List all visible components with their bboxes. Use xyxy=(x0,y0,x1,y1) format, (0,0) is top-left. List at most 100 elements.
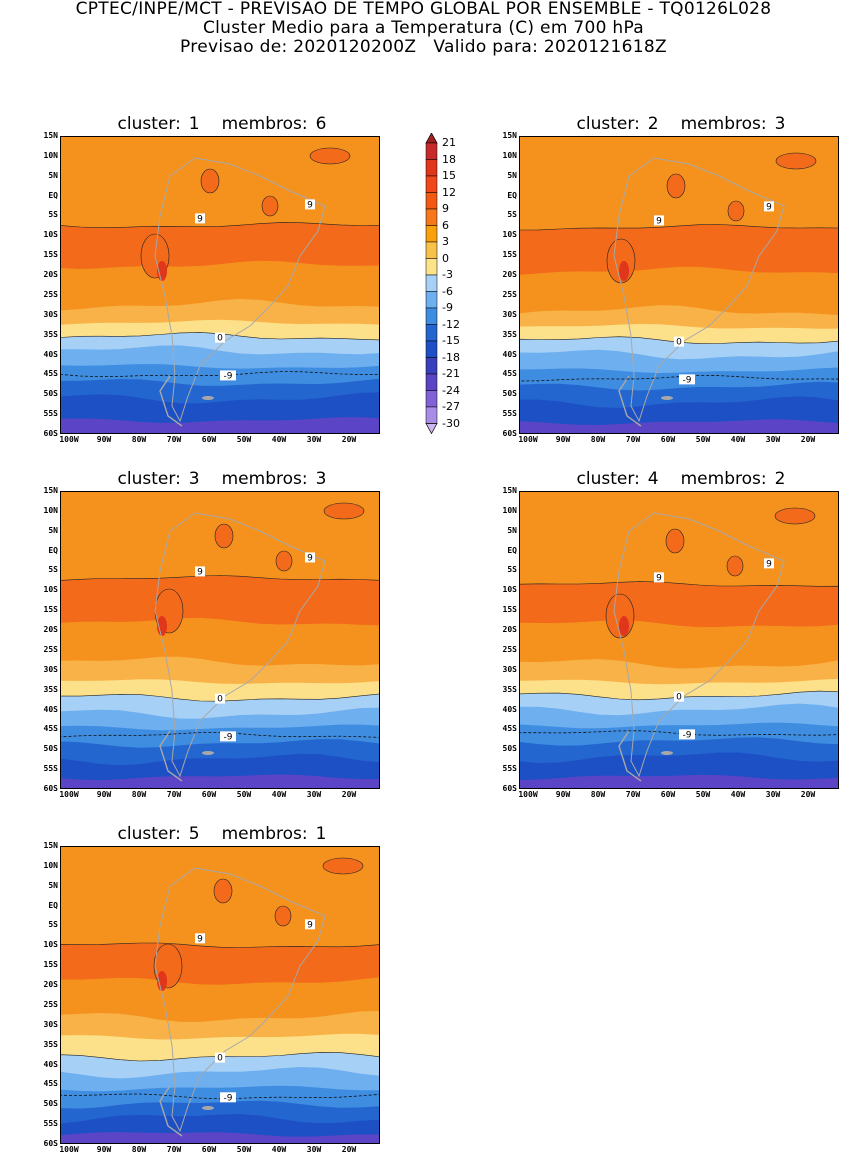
svg-text:-9: -9 xyxy=(224,371,233,381)
svg-text:9: 9 xyxy=(656,216,662,226)
lat-label: 60S xyxy=(502,429,517,438)
lat-label: 10N xyxy=(43,860,58,870)
lat-label: 5N xyxy=(507,525,517,535)
colorbar-label: 15 xyxy=(442,169,456,182)
svg-text:-9: -9 xyxy=(683,375,692,385)
lat-label: 25S xyxy=(502,644,517,654)
lon-label: 30W xyxy=(306,790,322,799)
lon-label: 60W xyxy=(201,1145,217,1154)
lon-label: 80W xyxy=(590,435,606,444)
warm-anomaly-blob xyxy=(323,502,365,520)
colorbar-swatch xyxy=(425,175,438,193)
lon-label: 100W xyxy=(518,435,538,444)
lat-label: EQ xyxy=(48,545,58,555)
lon-label: 20W xyxy=(341,435,357,444)
lat-label: 55S xyxy=(502,764,517,774)
temperature-map: 9 9 0 -9 xyxy=(60,491,380,789)
svg-text:9: 9 xyxy=(766,202,772,212)
contour-label-minus-nine: -9 xyxy=(220,1092,236,1103)
minus-nine-contour xyxy=(519,375,839,382)
lon-label: 60W xyxy=(660,790,676,799)
contour-label-nine: 9 xyxy=(654,215,664,226)
colorbar-swatch xyxy=(425,258,438,276)
members-word: membros: xyxy=(221,114,308,134)
lat-label: 40S xyxy=(43,349,58,359)
cluster-number: 2 xyxy=(647,114,659,134)
lat-label: 35S xyxy=(43,329,58,339)
colorbar-label: -30 xyxy=(442,416,460,430)
lat-label: 40S xyxy=(502,349,517,359)
lon-label: 20W xyxy=(341,790,357,799)
lat-label: 15S xyxy=(43,960,58,970)
map-frame xyxy=(60,846,380,1144)
lat-label: 5N xyxy=(48,170,58,180)
lat-label: 35S xyxy=(502,329,517,339)
lat-label: 20S xyxy=(502,270,517,280)
lat-label: 10N xyxy=(502,150,517,160)
panel-title: cluster: 3 membros: 3 xyxy=(62,469,382,489)
contour-label-minus-nine: -9 xyxy=(679,729,695,740)
colorbar-label: 21 xyxy=(442,136,456,149)
cluster-number: 3 xyxy=(188,469,200,489)
cluster-number: 4 xyxy=(647,469,659,489)
members-count: 6 xyxy=(315,114,327,134)
panel-title: cluster: 1 membros: 6 xyxy=(62,114,382,134)
warm-anomaly-blob xyxy=(213,878,233,904)
lon-label: 40W xyxy=(730,790,746,799)
lat-label: 10S xyxy=(502,230,517,240)
colorbar-label: 3 xyxy=(442,235,449,248)
contour-label-zero: 0 xyxy=(674,336,684,348)
lat-label: 40S xyxy=(43,704,58,714)
lat-label: 25S xyxy=(502,289,517,299)
warm-anomaly-blob xyxy=(309,147,351,165)
lat-label: 10S xyxy=(43,230,58,240)
continent-outline xyxy=(154,512,326,778)
header: CPTEC/INPE/MCT - PREVISAO DE TEMPO GLOBA… xyxy=(0,0,847,57)
svg-text:9: 9 xyxy=(197,934,203,944)
continent-outline xyxy=(154,157,326,423)
lat-label: 20S xyxy=(43,625,58,635)
warm-core xyxy=(619,616,629,636)
lat-label: 15S xyxy=(502,250,517,260)
temperature-band xyxy=(519,774,839,789)
members-count: 3 xyxy=(774,114,786,134)
lat-label: 10S xyxy=(43,585,58,595)
patagonia-coast xyxy=(618,375,642,427)
lat-label: 10N xyxy=(502,505,517,515)
warm-anomaly-blob xyxy=(727,200,745,222)
colorbar-swatch xyxy=(425,274,438,292)
svg-text:9: 9 xyxy=(197,214,203,224)
warm-anomaly-blob xyxy=(665,528,685,554)
lat-label: 45S xyxy=(43,724,58,734)
svg-text:0: 0 xyxy=(676,693,682,703)
continent-outline xyxy=(613,157,785,423)
lat-label: 10N xyxy=(43,505,58,515)
lon-label: 80W xyxy=(131,790,147,799)
svg-text:9: 9 xyxy=(766,559,772,569)
lat-label: EQ xyxy=(48,190,58,200)
lat-label: 60S xyxy=(43,429,58,438)
lat-label: 25S xyxy=(43,289,58,299)
temperature-band xyxy=(60,1132,380,1144)
colorbar-swatch xyxy=(425,390,438,408)
continent-outline xyxy=(154,867,326,1133)
lat-label: 15N xyxy=(502,131,517,140)
lat-label: 20S xyxy=(502,625,517,635)
lon-label: 90W xyxy=(96,1145,112,1154)
falkland-islands xyxy=(661,751,673,755)
lon-label: 40W xyxy=(271,435,287,444)
warm-anomaly-blob xyxy=(275,550,293,572)
warm-anomaly-blob xyxy=(214,523,234,549)
contour-label-nine: 9 xyxy=(305,199,315,210)
lat-label: EQ xyxy=(48,900,58,910)
warm-anomaly-blob xyxy=(274,905,292,927)
members-word: membros: xyxy=(221,824,308,844)
colorbar-bottom-arrow xyxy=(425,423,438,435)
lat-label: 15S xyxy=(43,250,58,260)
contour-label-nine: 9 xyxy=(195,933,205,944)
lon-label: 80W xyxy=(131,1145,147,1154)
colorbar-swatch xyxy=(425,324,438,342)
colorbar-swatch xyxy=(425,373,438,391)
minus-nine-contour xyxy=(60,1093,380,1100)
lat-label: 30S xyxy=(502,664,517,674)
